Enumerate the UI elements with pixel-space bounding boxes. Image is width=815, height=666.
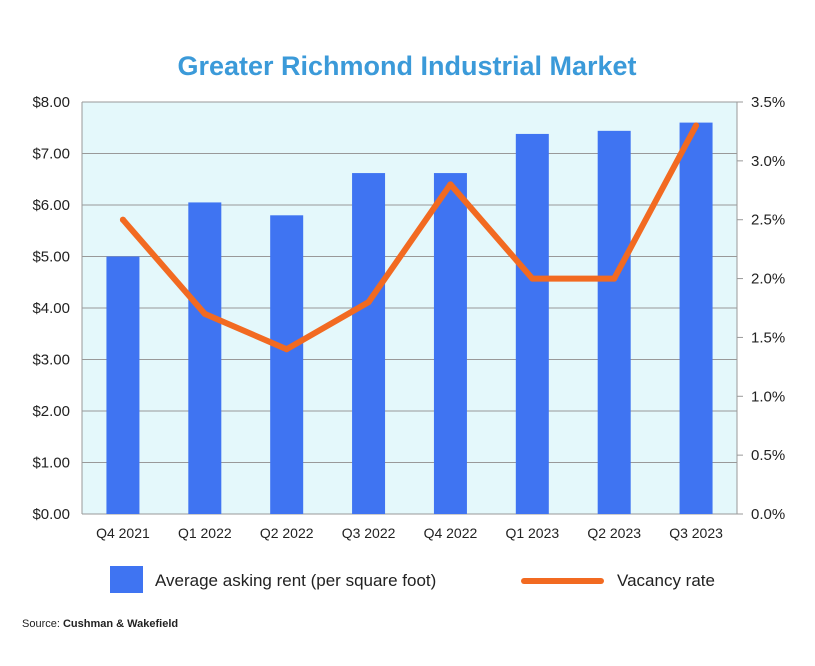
y-right-tick-label: 3.0% — [751, 153, 785, 170]
point-vacancy-rate — [529, 275, 536, 282]
bar-rent — [270, 215, 304, 515]
bar-rent — [188, 202, 222, 515]
y-right-tick-label: 1.0% — [751, 388, 785, 405]
point-vacancy-rate — [611, 275, 618, 282]
y-left-tick-label: $8.00 — [32, 94, 70, 111]
source-name: Cushman & Wakefield — [62, 618, 179, 630]
source-note: Source: Cushman & Wakefield — [22, 618, 178, 630]
bar-rent — [106, 256, 140, 514]
legend-label-rent: Average asking rent (per square foot) — [155, 571, 436, 590]
x-tick-label: Q4 2021 — [96, 525, 150, 541]
y-right-tick-label: 1.5% — [751, 329, 785, 346]
point-vacancy-rate — [447, 181, 454, 188]
y-left-tick-label: $4.00 — [32, 300, 70, 317]
point-vacancy-rate — [283, 346, 290, 353]
bar-rent — [597, 130, 631, 514]
point-vacancy-rate — [365, 299, 372, 306]
y-left-tick-label: $2.00 — [32, 403, 70, 420]
bar-rent — [679, 122, 713, 514]
y-right-tick-label: 2.0% — [751, 271, 785, 288]
bar-rent — [352, 173, 386, 514]
y-right-tick-label: 3.5% — [751, 94, 785, 111]
point-vacancy-rate — [201, 310, 208, 317]
line-vacancy-rate — [119, 122, 700, 353]
chart-title: Greater Richmond Industrial Market — [177, 51, 636, 81]
x-tick-label: Q4 2022 — [424, 525, 478, 541]
y-right-tick-label: 0.5% — [751, 447, 785, 464]
point-vacancy-rate — [693, 122, 700, 129]
legend-swatch-rent — [110, 566, 143, 593]
bar-rent — [433, 173, 467, 514]
y-left-tick-label: $3.00 — [32, 352, 70, 369]
x-tick-label: Q2 2022 — [260, 525, 314, 541]
y-right-tick-label: 0.0% — [751, 506, 785, 523]
x-tick-label: Q1 2023 — [505, 525, 559, 541]
bar-rent — [515, 133, 549, 514]
point-vacancy-rate — [119, 216, 126, 223]
y-right-tick-label: 2.5% — [751, 212, 785, 229]
source-prefix: Source: — [22, 618, 60, 630]
x-tick-label: Q3 2023 — [669, 525, 723, 541]
y-left-tick-label: $5.00 — [32, 249, 70, 266]
y-left-tick-label: $1.00 — [32, 455, 70, 472]
x-tick-label: Q3 2022 — [342, 525, 396, 541]
y-left-tick-label: $0.00 — [32, 506, 70, 523]
y-left-tick-label: $6.00 — [32, 197, 70, 214]
x-tick-label: Q2 2023 — [587, 525, 641, 541]
legend-label-vacancy: Vacancy rate — [617, 571, 715, 590]
x-tick-label: Q1 2022 — [178, 525, 232, 541]
y-left-tick-label: $7.00 — [32, 146, 70, 163]
